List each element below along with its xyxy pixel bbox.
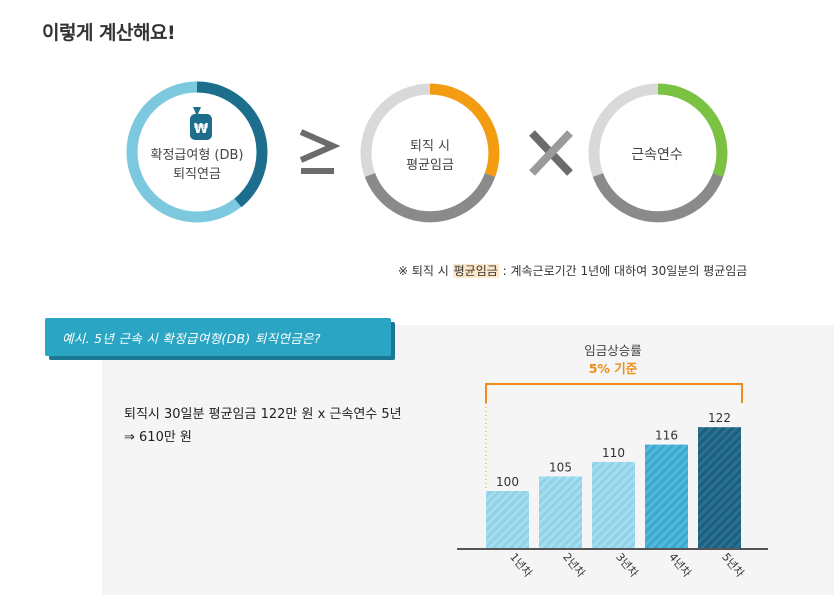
calc-line-2: ⇒ 610만 원 [124, 430, 192, 445]
footnote-highlight: 평균임금 [452, 264, 499, 278]
example-banner [45, 318, 391, 356]
ring-db-pension-label: 확정급여형 (DB) 퇴직연금 [127, 146, 267, 184]
ring-years-of-service [588, 83, 728, 223]
money-bag-won-icon: ₩ [190, 107, 212, 140]
tick-label-2년차: 2년차 [560, 551, 587, 580]
data-label-1년차: 100 [496, 475, 519, 489]
multiply-operator-icon [529, 130, 573, 176]
data-label-3년차: 110 [602, 446, 625, 460]
page-title: 이렇게 계산해요! [42, 22, 176, 44]
ring-db-pension [126, 81, 268, 223]
greater-equal-operator-icon [299, 129, 341, 174]
tick-label-5년차: 5년차 [719, 551, 746, 580]
calc-line-1: 퇴직시 30일분 평균임금 122만 원 x 근속연수 5년 [124, 407, 402, 422]
ring-average-wage-line2: 평균임금 [406, 158, 454, 173]
footnote: ※ 퇴직 시 평균임금 : 계속근로기간 1년에 대하여 30일분의 평균임금 [398, 262, 747, 279]
chart-subtitle: 5% 기준 [588, 361, 638, 376]
tick-label-1년차: 1년차 [507, 551, 534, 580]
bars-layer: 100 1년차 105 2년차 110 3년차 116 4년차 122 5년차 [457, 383, 768, 580]
bar-3년차 [592, 462, 635, 549]
footnote-prefix: ※ 퇴직 시 [398, 264, 453, 278]
example-banner-text: 예시. 5년 근속 시 확정급여형(DB) 퇴직연금은? [62, 331, 321, 346]
ring-db-pension-line1: 확정급여형 (DB) [150, 148, 244, 163]
ring-average-wage-label: 퇴직 시 평균임금 [360, 137, 500, 175]
footnote-suffix: : 계속근로기간 1년에 대하여 30일분의 평균임금 [498, 264, 748, 278]
bar-5년차 [698, 427, 741, 549]
tick-label-4년차: 4년차 [666, 551, 693, 580]
data-label-4년차: 116 [655, 429, 678, 443]
ring-average-wage-line1: 퇴직 시 [409, 139, 450, 154]
bar-2년차 [539, 476, 582, 549]
data-label-2년차: 105 [549, 461, 572, 475]
ring-db-pension-line2: 퇴직연금 [173, 167, 221, 182]
ring-years-of-service-label: 근속연수 [631, 147, 683, 163]
growth-bracket [485, 383, 743, 403]
chart-title: 임금상승률 [584, 343, 642, 358]
svg-text:₩: ₩ [194, 122, 209, 137]
tick-label-3년차: 3년차 [613, 551, 640, 580]
data-label-5년차: 122 [708, 411, 731, 425]
ring-average-wage [360, 83, 500, 223]
bar-4년차 [645, 444, 688, 549]
bar-1년차 [486, 491, 529, 549]
